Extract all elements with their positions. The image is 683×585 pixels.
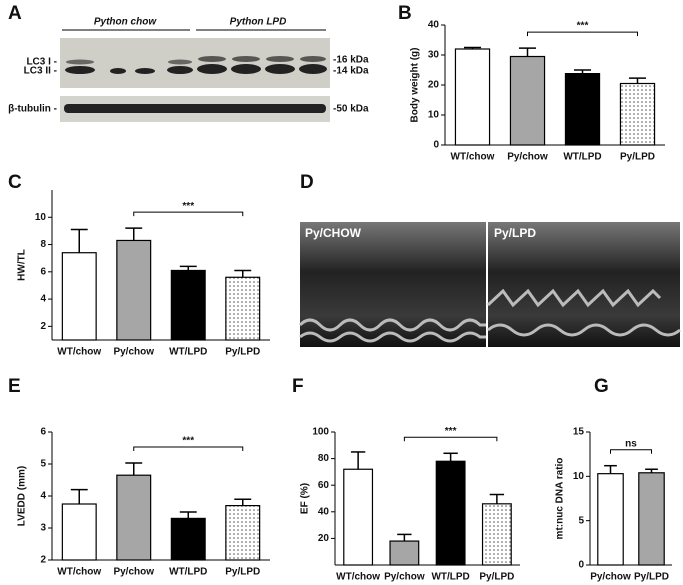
blot-label: LC3 I - [26, 57, 57, 68]
x-tick-label: WT/LPD [169, 567, 207, 578]
x-tick-label: Py/chow [113, 347, 154, 358]
blot-label: β-tubulin - [8, 104, 57, 115]
bar [389, 540, 420, 566]
x-tick-label: WT/chow [57, 347, 101, 358]
y-tick-label: 15 [573, 427, 585, 438]
x-tick-label: Py/LPD [225, 567, 260, 578]
y-tick-label: 6 [40, 427, 46, 438]
bar [564, 72, 601, 146]
y-tick-label: 3 [40, 523, 46, 534]
y-tick-label: 20 [428, 80, 440, 91]
y-tick-label: 10 [428, 110, 440, 121]
y-tick-label: 6 [40, 266, 46, 277]
y-tick-label: 40 [428, 20, 440, 31]
significance-label: *** [577, 21, 589, 32]
bands [64, 56, 327, 113]
x-tick-label: Py/chow [507, 152, 548, 163]
bar [116, 239, 152, 341]
significance-bracket [133, 446, 244, 452]
panel-letter: A [8, 3, 22, 24]
panel-letter: C [8, 172, 22, 193]
x-tick-label: Py/chow [384, 572, 425, 583]
y-tick-label: 20 [318, 533, 330, 544]
y-axis-label: LVEDD (mm) [17, 466, 28, 526]
bar [170, 269, 206, 341]
bar [61, 252, 97, 341]
x-tick-label: WT/chow [57, 567, 101, 578]
panel-letter: B [398, 3, 412, 24]
significance-label: *** [182, 201, 194, 212]
x-tick-label: WT/chow [336, 572, 380, 583]
bar [435, 460, 466, 566]
x-tick-label: Py/LPD [634, 572, 669, 583]
panel-letter: D [300, 172, 314, 193]
y-tick-label: 60 [318, 480, 330, 491]
panel-letter: G [594, 376, 609, 397]
blot-label: -14 kDa [333, 66, 369, 77]
bar [619, 82, 656, 146]
x-tick-label: Py/chow [113, 567, 154, 578]
y-tick-label: 5 [40, 459, 46, 470]
y-tick-label: 0 [578, 560, 584, 571]
echo-label: Py/CHOW [305, 226, 362, 240]
x-tick-label: Py/LPD [225, 347, 260, 358]
bar [343, 468, 374, 566]
significance-bracket [403, 436, 498, 442]
bar [638, 472, 665, 566]
significance-bracket [610, 449, 652, 454]
y-tick-label: 8 [40, 239, 46, 250]
bar [61, 503, 97, 561]
y-axis-label: mt:nuc DNA ratio [555, 458, 566, 540]
blot-group: Python chow [94, 17, 157, 28]
x-tick-label: WT/chow [451, 152, 495, 163]
y-axis-label: HW/TL [17, 249, 28, 281]
x-tick-label: WT/LPD [563, 152, 601, 163]
significance-bracket [527, 31, 638, 37]
significance-label: *** [182, 436, 194, 447]
y-tick-label: 2 [40, 321, 46, 332]
y-tick-label: 100 [312, 427, 329, 438]
y-axis-label: Body weight (g) [410, 48, 421, 123]
y-tick-label: 30 [428, 50, 440, 61]
blot-label: -16 kDa [333, 55, 369, 66]
echo-trace [298, 288, 681, 343]
y-tick-label: 10 [35, 212, 47, 223]
x-tick-label: WT/LPD [431, 572, 469, 583]
panel-letter: F [292, 376, 304, 397]
blot-label: -50 kDa [333, 104, 369, 115]
y-tick-label: 0 [433, 140, 439, 151]
echo-image [300, 222, 486, 347]
y-tick-label: 80 [318, 453, 330, 464]
significance-bracket [133, 211, 244, 217]
significance-label: *** [445, 426, 457, 437]
bar [597, 473, 624, 566]
blot-label: LC3 II - [24, 66, 57, 77]
echo-label: Py/LPD [494, 226, 536, 240]
y-tick-label: 4 [40, 491, 46, 502]
blot-group: Python LPD [230, 17, 287, 28]
bar [481, 503, 512, 566]
y-tick-label: 10 [573, 471, 585, 482]
y-tick-label: 2 [40, 555, 46, 566]
y-tick-label: 5 [578, 515, 584, 526]
bar [225, 505, 261, 561]
panel-letter: E [8, 376, 21, 397]
x-tick-label: WT/LPD [169, 347, 207, 358]
y-tick-label: 4 [40, 294, 46, 305]
x-tick-label: Py/LPD [479, 572, 514, 583]
bar [509, 55, 546, 146]
bar [454, 48, 491, 146]
y-axis-label: EF (%) [300, 483, 311, 514]
bar [116, 474, 152, 561]
bar [225, 276, 261, 341]
blot-lc3 [60, 38, 330, 88]
x-tick-label: Py/LPD [620, 152, 655, 163]
y-tick-label: 40 [318, 506, 330, 517]
significance-label: ns [625, 438, 637, 449]
x-tick-label: Py/chow [590, 572, 631, 583]
bar [170, 517, 206, 561]
